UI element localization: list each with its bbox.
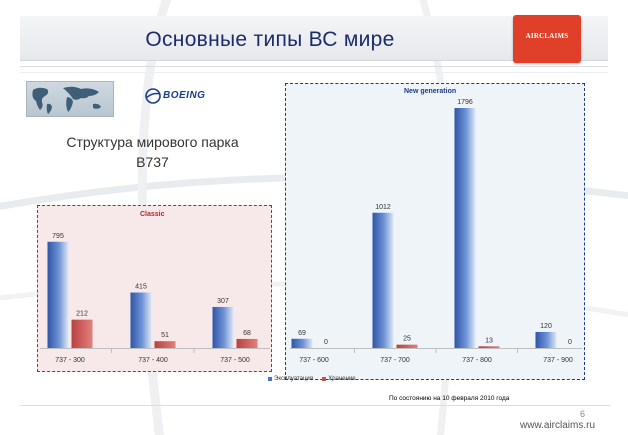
category-label-3: 737 - 600 [299,357,329,364]
page-number: 6 [580,409,586,419]
data-label-operation-6: 120 [540,323,552,330]
new-generation-group-panel [285,83,585,380]
data-label-operation-1: 415 [135,284,147,291]
bar-operation-4 [372,212,394,348]
legend-label-operation: Эксплуатация [274,376,313,382]
classic-group-label: Classic [140,211,165,218]
category-label-2: 737 - 500 [220,357,250,364]
legend-label-storage: Хранение [328,376,356,382]
airclaims-logo-text: AIRCLAIMS [525,32,569,40]
data-label-operation-2: 307 [217,298,229,305]
boeing-symbol-icon [145,88,161,104]
category-label-1: 737 - 400 [138,357,168,364]
legend-swatch-operation [268,377,272,381]
legend-swatch-storage [322,377,327,381]
data-label-operation-5: 1796 [457,99,473,106]
bar-storage-1 [154,341,176,348]
boeing-logo: BOEING [145,86,220,110]
category-label-4: 737 - 700 [380,357,410,364]
fleet-structure-line2: B737 [136,154,169,170]
bar-operation-6 [535,331,557,348]
bar-storage-5 [478,346,500,348]
data-label-storage-3: 0 [324,339,328,346]
chart-legend: Эксплуатация Хранение [268,376,356,383]
data-label-operation-3: 69 [298,330,306,337]
data-label-storage-0: 212 [76,311,88,318]
fleet-structure-caption: Структура мирового парка B737 [40,132,265,172]
new-generation-group-label: New generation [404,88,457,95]
data-label-operation-4: 1012 [375,204,391,211]
website-link[interactable]: www.airclaims.ru [520,420,596,431]
airclaims-logo: AIRCLAIMS [513,15,581,63]
header-divider [20,66,608,67]
title-bar [20,16,608,61]
world-map-image [26,81,114,117]
category-label-6: 737 - 900 [543,357,573,364]
data-label-operation-0: 795 [52,233,64,240]
data-label-storage-1: 51 [161,332,169,339]
bar-storage-4 [396,344,418,348]
world-map-icon [32,86,101,114]
bar-operation-0 [47,241,69,348]
data-label-storage-4: 25 [403,336,411,343]
bar-storage-0 [71,319,93,348]
bar-storage-2 [236,338,258,348]
category-label-0: 737 - 300 [55,357,85,364]
boeing-logo-text: BOEING [163,90,206,101]
data-label-storage-6: 0 [568,339,572,346]
footer-divider [20,405,610,406]
page-title: Основные типы ВС мире [145,28,395,51]
data-label-storage-2: 68 [243,330,251,337]
bar-operation-5 [454,108,476,348]
category-label-5: 737 - 800 [462,357,492,364]
data-label-storage-5: 13 [485,337,493,344]
bar-operation-1 [130,292,152,348]
as-of-date-note: По состоянию на 10 февраля 2010 года [389,395,510,402]
fleet-structure-line1: Структура мирового парка [66,134,239,150]
header-divider-2 [20,72,608,73]
bar-operation-2 [212,306,234,348]
bar-operation-3 [291,338,313,348]
